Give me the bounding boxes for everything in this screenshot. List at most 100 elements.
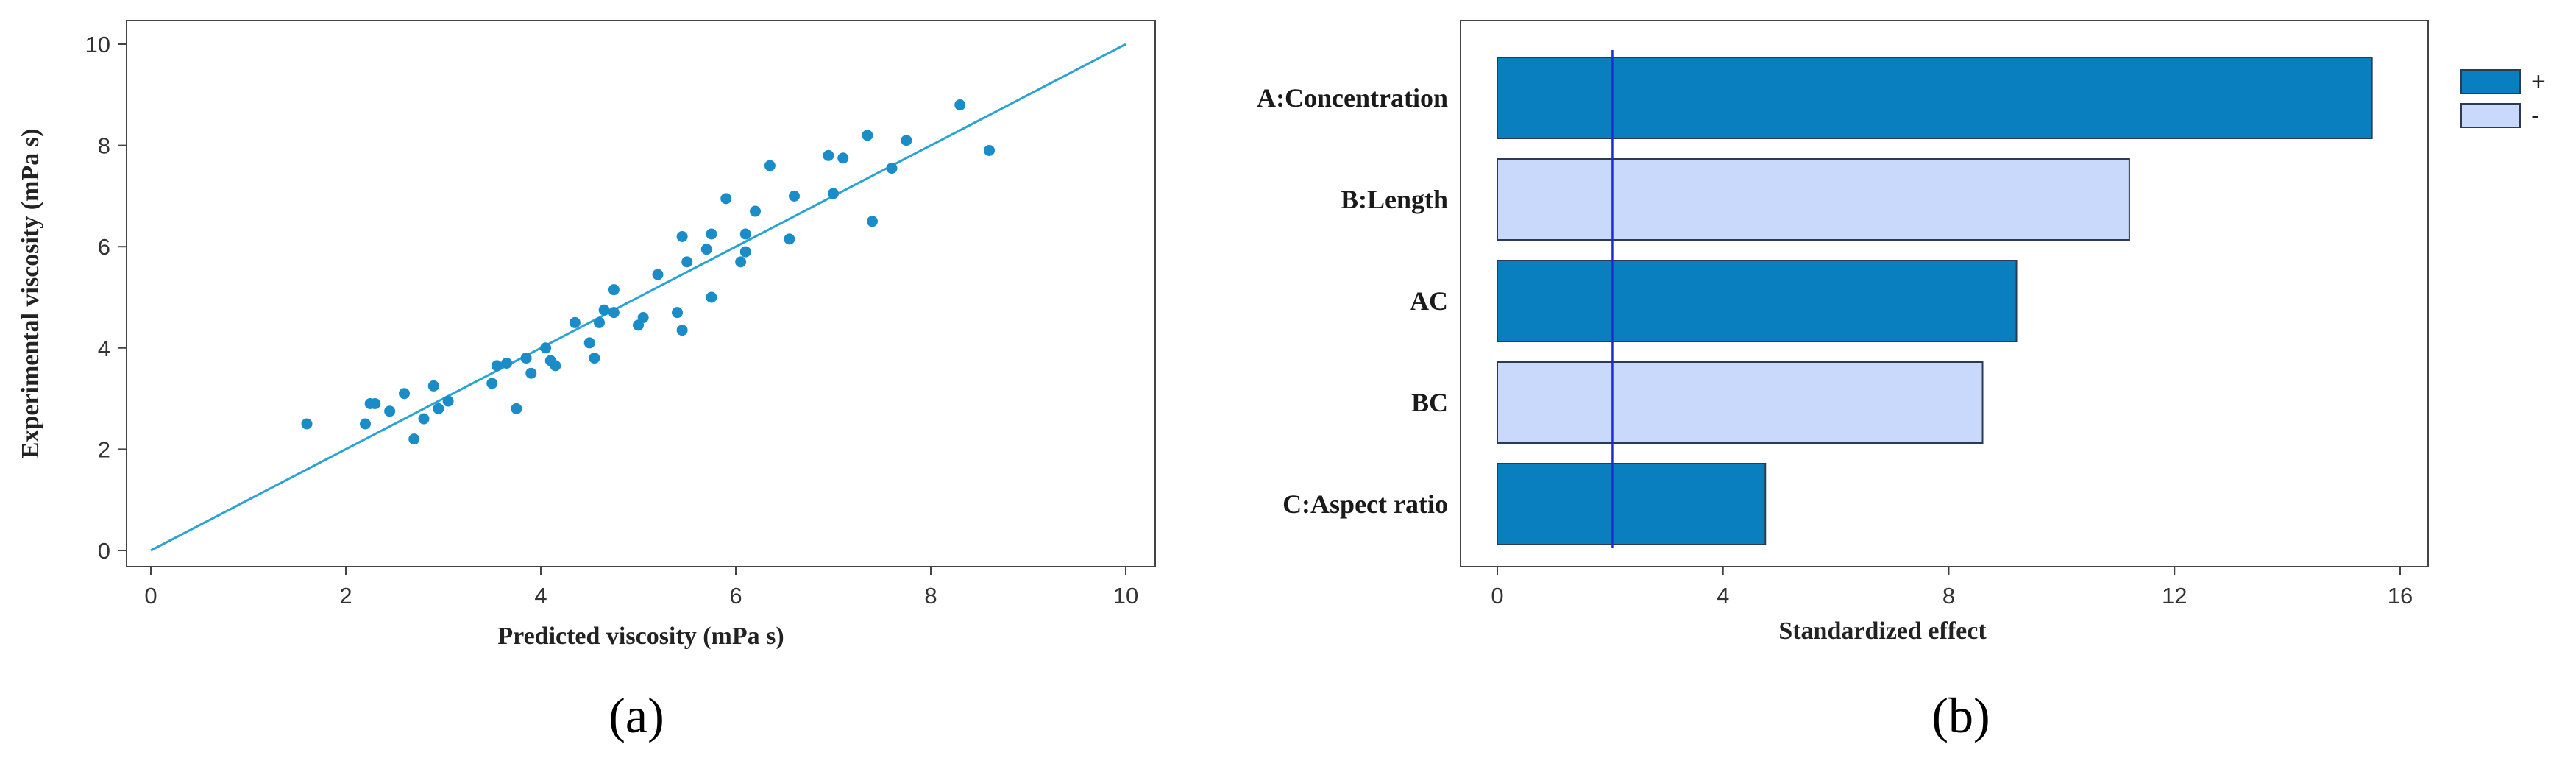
legend-label-negative: - bbox=[2531, 102, 2539, 130]
panel-label-b: (b) bbox=[1931, 687, 1990, 743]
scatter-point bbox=[418, 413, 430, 425]
bars bbox=[1497, 57, 2373, 545]
scatter-point bbox=[652, 269, 664, 280]
scatter-x-tick-label: 10 bbox=[1113, 583, 1138, 609]
bar-bc bbox=[1497, 361, 1984, 444]
scatter-point bbox=[525, 367, 537, 379]
scatter-panel: 0 2 4 6 8 10 0 2 4 6 8 10 Predicted viscosity (mPa… bbox=[17, 20, 1156, 743]
scatter-point bbox=[886, 163, 898, 174]
scatter-point bbox=[583, 337, 595, 349]
scatter-point bbox=[301, 418, 313, 430]
scatter-point bbox=[608, 307, 620, 319]
scatter-point bbox=[735, 256, 747, 268]
scatter-point bbox=[491, 360, 503, 372]
scatter-point bbox=[408, 433, 420, 445]
bar-category-label: BC bbox=[1411, 388, 1448, 417]
bar-category-label: B:Length bbox=[1341, 185, 1448, 214]
scatter-y-tick-label: 2 bbox=[98, 436, 110, 462]
scatter-point bbox=[637, 312, 649, 324]
bar-x-tick-label: 12 bbox=[2162, 583, 2187, 609]
bar-a-concentration bbox=[1497, 57, 2373, 139]
scatter-point bbox=[501, 357, 513, 369]
scatter-x-tick-label: 2 bbox=[339, 583, 352, 609]
scatter-points bbox=[301, 99, 995, 445]
scatter-point bbox=[784, 233, 795, 245]
scatter-point bbox=[442, 395, 454, 407]
scatter-point bbox=[823, 149, 834, 161]
scatter-y-tick-label: 6 bbox=[98, 234, 110, 260]
bar-category-label: A:Concentration bbox=[1257, 83, 1448, 113]
bar-category-labels: A:Concentration B:Length AC BC C:Aspect rati… bbox=[1257, 83, 1448, 519]
bar-x-tick-label: 16 bbox=[2388, 583, 2413, 609]
scatter-point bbox=[569, 316, 581, 328]
scatter-point bbox=[901, 135, 912, 146]
scatter-point bbox=[867, 216, 878, 227]
scatter-x-axis-label: Predicted viscosity (mPa s) bbox=[497, 623, 784, 650]
scatter-point bbox=[862, 130, 873, 141]
scatter-point bbox=[837, 152, 849, 164]
bar-x-tick-label: 4 bbox=[1717, 583, 1729, 609]
bar-category-label: AC bbox=[1410, 286, 1448, 316]
scatter-x-tick-label: 4 bbox=[534, 583, 547, 609]
bar-category-label: C:Aspect ratio bbox=[1282, 489, 1448, 519]
bar-ac bbox=[1497, 260, 2018, 342]
scatter-point bbox=[984, 144, 995, 156]
scatter-point bbox=[427, 380, 439, 392]
scatter-point bbox=[399, 388, 410, 400]
scatter-point bbox=[550, 360, 561, 372]
scatter-x-tick-label: 8 bbox=[924, 583, 937, 609]
scatter-point bbox=[608, 284, 620, 296]
scatter-point bbox=[706, 228, 717, 240]
pareto-panel: 0 4 8 12 16 A:Concentration B:Length AC BC C:Asp… bbox=[1257, 20, 2546, 743]
legend-label-positive: + bbox=[2531, 68, 2546, 96]
bar-plot-frame bbox=[1460, 20, 2429, 567]
bar-x-tick-label: 8 bbox=[1942, 583, 1955, 609]
scatter-point bbox=[384, 405, 396, 417]
scatter-point bbox=[360, 418, 371, 430]
scatter-point bbox=[720, 193, 732, 205]
scatter-x-ticks: 0 2 4 6 8 10 bbox=[144, 567, 1138, 609]
scatter-point bbox=[676, 325, 688, 336]
scatter-y-ticks: 0 2 4 6 8 10 bbox=[85, 32, 127, 564]
scatter-point bbox=[706, 291, 717, 303]
scatter-point bbox=[594, 316, 605, 328]
bar-b-length bbox=[1497, 158, 2130, 241]
panel-label-a: (a) bbox=[608, 687, 664, 743]
scatter-point bbox=[672, 307, 683, 319]
scatter-plot-frame bbox=[126, 20, 1156, 567]
scatter-point bbox=[486, 378, 498, 389]
scatter-point bbox=[954, 99, 966, 111]
scatter-point bbox=[511, 403, 522, 414]
scatter-point bbox=[369, 397, 381, 409]
scatter-point bbox=[739, 246, 751, 258]
bar-x-axis-label: Standardized effect bbox=[1778, 617, 1987, 645]
fit-line bbox=[150, 43, 1126, 552]
scatter-y-tick-label: 0 bbox=[98, 538, 110, 564]
bar-x-ticks: 0 4 8 12 16 bbox=[1491, 567, 2413, 609]
scatter-point bbox=[828, 188, 839, 199]
scatter-y-tick-label: 8 bbox=[98, 133, 110, 159]
scatter-point bbox=[789, 190, 800, 202]
scatter-point bbox=[540, 342, 552, 354]
scatter-y-axis-label: Experimental viscosity (mPa s) bbox=[17, 129, 44, 459]
scatter-point bbox=[750, 205, 761, 217]
scatter-y-tick-label: 4 bbox=[98, 336, 110, 361]
scatter-point bbox=[598, 304, 610, 316]
scatter-point bbox=[764, 160, 776, 171]
scatter-point bbox=[676, 230, 688, 242]
scatter-point bbox=[739, 228, 751, 240]
legend-swatch-positive bbox=[2460, 69, 2521, 94]
scatter-point bbox=[520, 353, 532, 364]
scatter-point bbox=[433, 403, 444, 414]
scatter-point bbox=[589, 353, 600, 364]
scatter-y-tick-label: 10 bbox=[85, 32, 110, 57]
legend: + - bbox=[2460, 68, 2546, 130]
scatter-x-tick-label: 6 bbox=[729, 583, 742, 609]
bar-c-aspect-ratio bbox=[1497, 463, 1767, 545]
scatter-x-tick-label: 0 bbox=[144, 583, 157, 609]
scatter-point bbox=[700, 244, 712, 255]
legend-swatch-negative bbox=[2460, 103, 2521, 128]
bar-x-tick-label: 0 bbox=[1491, 583, 1503, 609]
